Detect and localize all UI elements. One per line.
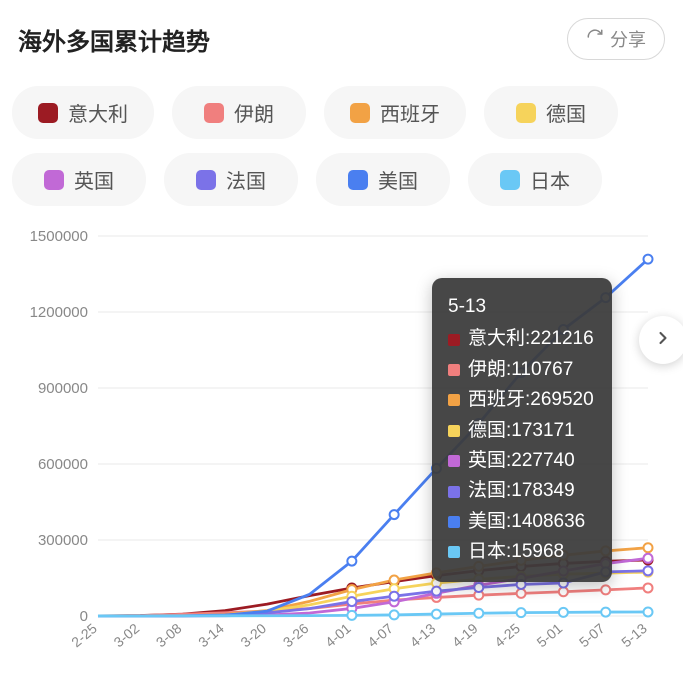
tooltip-row: 意大利:221216: [448, 324, 594, 354]
refresh-share-icon: [586, 28, 604, 51]
tooltip-label: 法国:178349: [468, 476, 575, 506]
svg-text:3-02: 3-02: [110, 620, 142, 650]
legend-item[interactable]: 英国: [12, 153, 146, 206]
tooltip-label: 德国:173171: [468, 416, 575, 446]
legend-label: 法国: [226, 165, 266, 194]
svg-text:5-01: 5-01: [534, 620, 566, 650]
legend: 意大利 伊朗 西班牙 德国英国 法国 美国 日本: [0, 70, 683, 216]
svg-text:1200000: 1200000: [30, 304, 88, 321]
svg-text:4-19: 4-19: [449, 620, 481, 650]
legend-label: 伊朗: [234, 98, 274, 127]
tooltip-row: 西班牙:269520: [448, 385, 594, 415]
svg-text:4-13: 4-13: [407, 620, 439, 650]
legend-swatch: [204, 103, 224, 123]
tooltip-swatch: [448, 486, 460, 498]
svg-text:3-26: 3-26: [280, 620, 312, 650]
legend-item[interactable]: 德国: [484, 86, 618, 139]
legend-swatch: [350, 103, 370, 123]
svg-text:5-13: 5-13: [618, 620, 650, 650]
tooltip-swatch: [448, 455, 460, 467]
legend-swatch: [500, 170, 520, 190]
tooltip-row: 美国:1408636: [448, 507, 594, 537]
chart-area: 0300000600000900000120000015000002-253-0…: [0, 216, 683, 696]
legend-swatch: [516, 103, 536, 123]
tooltip-label: 意大利:221216: [468, 324, 594, 354]
chevron-right-icon: [653, 328, 673, 353]
legend-item[interactable]: 意大利: [12, 86, 154, 139]
svg-text:600000: 600000: [38, 456, 88, 473]
legend-label: 美国: [378, 165, 418, 194]
legend-item[interactable]: 西班牙: [324, 86, 466, 139]
legend-item[interactable]: 美国: [316, 153, 450, 206]
tooltip-row: 英国:227740: [448, 446, 594, 476]
tooltip: 5-13意大利:221216伊朗:110767西班牙:269520德国:1731…: [432, 278, 612, 582]
svg-text:300000: 300000: [38, 532, 88, 549]
tooltip-row: 法国:178349: [448, 476, 594, 506]
legend-swatch: [38, 103, 58, 123]
tooltip-date: 5-13: [448, 292, 594, 322]
svg-text:5-07: 5-07: [576, 620, 608, 650]
tooltip-swatch: [448, 394, 460, 406]
svg-text:3-20: 3-20: [237, 620, 269, 650]
tooltip-label: 美国:1408636: [468, 507, 585, 537]
next-button[interactable]: [639, 316, 683, 364]
tooltip-swatch: [448, 334, 460, 346]
page-title: 海外多国累计趋势: [18, 22, 210, 57]
tooltip-row: 德国:173171: [448, 416, 594, 446]
svg-text:3-08: 3-08: [153, 620, 185, 650]
legend-label: 日本: [530, 165, 570, 194]
tooltip-row: 伊朗:110767: [448, 355, 594, 385]
tooltip-swatch: [448, 546, 460, 558]
tooltip-label: 伊朗:110767: [468, 355, 573, 385]
share-label: 分享: [610, 26, 646, 52]
svg-text:4-01: 4-01: [322, 620, 354, 650]
tooltip-label: 英国:227740: [468, 446, 575, 476]
tooltip-label: 西班牙:269520: [468, 385, 594, 415]
tooltip-swatch: [448, 516, 460, 528]
legend-label: 意大利: [68, 98, 128, 127]
legend-label: 英国: [74, 165, 114, 194]
tooltip-swatch: [448, 364, 460, 376]
svg-text:2-25: 2-25: [68, 620, 100, 650]
legend-label: 西班牙: [380, 98, 440, 127]
svg-text:1500000: 1500000: [30, 228, 88, 245]
share-button[interactable]: 分享: [567, 18, 665, 60]
tooltip-row: 日本:15968: [448, 537, 594, 567]
tooltip-label: 日本:15968: [468, 537, 564, 567]
legend-item[interactable]: 伊朗: [172, 86, 306, 139]
svg-text:4-07: 4-07: [364, 620, 396, 650]
legend-item[interactable]: 日本: [468, 153, 602, 206]
svg-text:4-25: 4-25: [491, 620, 523, 650]
legend-swatch: [196, 170, 216, 190]
legend-label: 德国: [546, 98, 586, 127]
svg-text:3-14: 3-14: [195, 620, 227, 650]
legend-swatch: [44, 170, 64, 190]
tooltip-swatch: [448, 425, 460, 437]
legend-swatch: [348, 170, 368, 190]
legend-item[interactable]: 法国: [164, 153, 298, 206]
svg-text:900000: 900000: [38, 380, 88, 397]
